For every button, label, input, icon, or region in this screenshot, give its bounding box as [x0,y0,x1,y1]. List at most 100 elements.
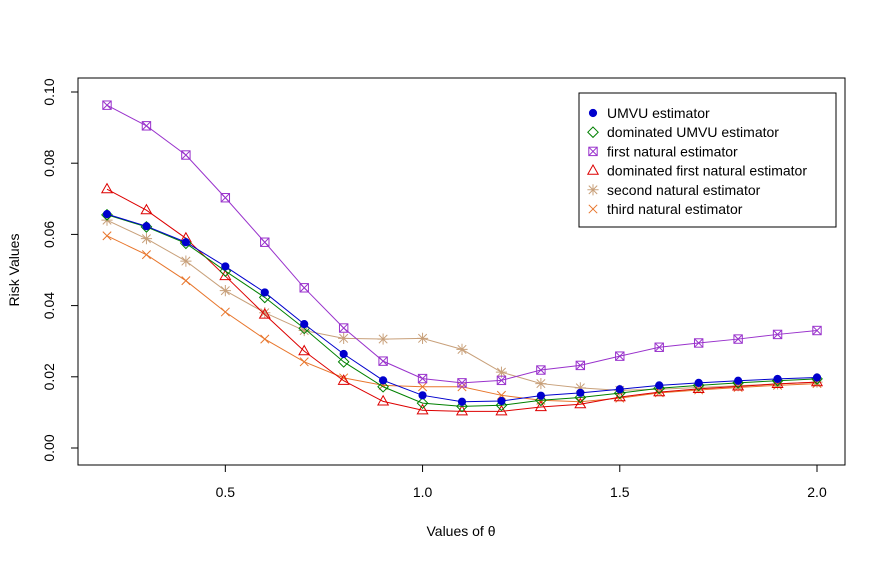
data-point [100,182,114,194]
data-point [495,404,508,416]
data-point [377,333,389,345]
data-point-cross [102,100,112,110]
legend-label: dominated UMVU estimator [607,124,779,140]
data-point [588,204,598,214]
data-point [181,276,191,286]
data-point-cross [654,342,664,352]
data-point-box [417,373,428,384]
legend-item: second natural estimator [587,182,761,198]
data-point [418,382,428,392]
series-line [106,219,818,391]
y-tick-label: 0.06 [41,221,57,248]
data-point [588,108,598,118]
data-point-cross [418,374,428,384]
data-point [693,381,705,394]
data-point-box [496,375,507,386]
legend-label: dominated first natural estimator [607,163,807,179]
data-point [259,307,271,319]
data-point [495,366,508,378]
axes: 0.5 1.0 1.5 2.0 0.00 0.02 0.04 0.06 0.08 0.10 [41,78,827,500]
data-point [337,355,350,368]
data-point-cross [812,325,822,336]
data-point [812,325,822,336]
data-point-box [299,283,309,293]
y-tick-label: 0.08 [41,149,57,176]
data-point [575,360,586,371]
legend-label: second natural estimator [607,182,761,198]
data-point-box [812,325,822,336]
legend-item: first natural estimator [588,143,738,159]
data-point-cross [575,360,585,370]
data-point [142,222,151,231]
legend-item: UMVU estimator [588,105,710,121]
x-tick-label: 2.0 [807,484,827,500]
y-tick-label: 0.10 [41,78,57,105]
series-layer [100,100,824,416]
data-point [534,400,547,412]
data-point [102,100,112,110]
data-point [299,357,309,367]
data-point [260,334,270,344]
data-point [337,374,350,385]
data-point [536,391,545,400]
data-point-box [220,193,231,203]
data-point [377,394,390,406]
data-point [219,285,231,297]
data-point-box [536,365,546,375]
x-tick-label: 1.0 [413,484,433,500]
data-point [181,238,190,247]
data-point [497,396,506,406]
data-point [102,210,112,219]
data-point [300,320,309,329]
data-point [260,237,270,247]
data-point-box [575,360,586,371]
data-point-cross [536,365,546,375]
data-point-box [615,351,625,361]
data-point [416,403,429,415]
data-point-cross [694,338,704,348]
data-point [418,391,427,400]
data-point [260,288,269,297]
data-point [378,356,388,366]
data-point [615,351,625,361]
data-point [733,334,743,344]
legend-item: dominated first natural estimator [586,163,807,179]
data-point [219,265,232,277]
data-point [588,146,598,157]
data-point [416,397,429,410]
series-line [106,235,818,403]
data-point [587,126,599,139]
legend-item: third natural estimator [588,201,743,217]
data-point [457,378,467,388]
data-point [220,307,230,317]
data-point [141,121,152,131]
data-point [576,388,585,397]
data-point-cross [773,329,783,339]
data-point-cross [299,283,309,293]
data-point [456,343,468,355]
data-point-box [588,146,598,157]
data-point-box [338,323,349,333]
data-point-cross [260,237,270,247]
x-tick-label: 0.5 [216,484,236,500]
legend-label: third natural estimator [607,201,743,217]
data-point [299,283,309,293]
data-point [298,324,310,337]
data-point [102,231,112,241]
data-point [140,233,153,245]
data-point [258,307,271,319]
data-point [772,329,783,340]
data-point [734,376,743,385]
y-axis-label: Risk Values [6,234,22,307]
data-point [693,338,704,348]
data-point [181,150,191,160]
data-point [732,380,744,392]
legend-label: first natural estimator [607,143,738,159]
data-point [141,250,151,260]
series-line [106,214,818,407]
data-point [655,381,664,390]
data-point [377,380,390,393]
data-point [495,399,508,412]
series-second-natural-estimator [101,214,823,396]
